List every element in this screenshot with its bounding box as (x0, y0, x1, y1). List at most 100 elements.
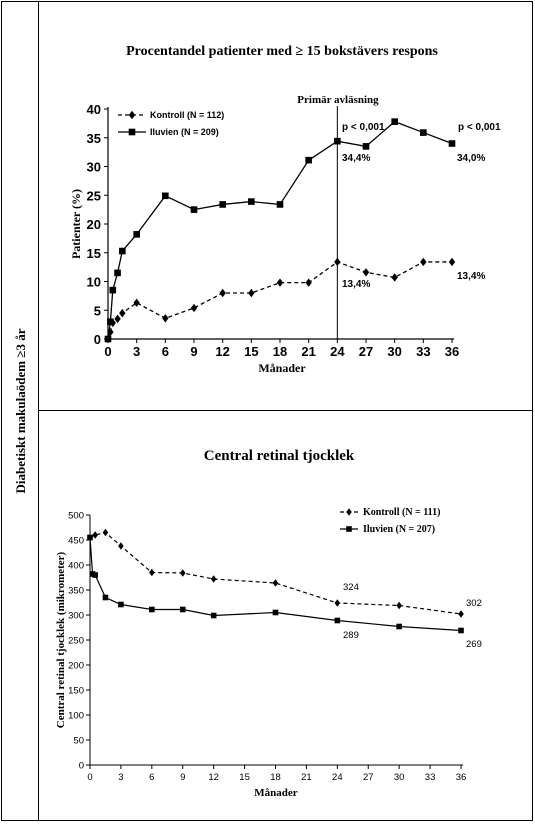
chart2-y-tick-label: 100 (68, 711, 84, 722)
chart2-data-point (149, 568, 155, 577)
chart1-data-point (162, 314, 169, 323)
chart2-y-tick-label: 50 (73, 736, 84, 747)
chart2-y-tick-label: 450 (68, 536, 84, 547)
chart1-data-point (276, 278, 284, 287)
chart1-y-tick-label: 5 (94, 303, 101, 318)
chart2-data-point (149, 606, 155, 613)
chart1-p-value-24: p < 0,001 (342, 122, 385, 133)
chart1-p-value-36: p < 0,001 (458, 122, 501, 133)
chart2-data-point (210, 612, 217, 619)
chart1-data-point (448, 257, 456, 267)
chart2-data-point (179, 606, 186, 613)
chart2-data-point (334, 617, 341, 624)
chart1-y-tick-label: 0 (94, 332, 101, 347)
chart2-y-tick-label: 400 (68, 561, 84, 572)
chart2-data-point (92, 531, 98, 539)
chart2-x-tick-label: 27 (363, 772, 374, 783)
chart1-x-tick-label: 36 (445, 344, 459, 359)
chart1-x-tick-label: 27 (359, 344, 373, 359)
chart2-x-tick-label: 24 (332, 772, 343, 783)
chart1-ylabel: Patienter (%) (69, 189, 83, 259)
chart1-legend-marker-1 (128, 110, 136, 120)
chart1-label-kontroll-24: 13,4% (342, 279, 370, 290)
chart2-label-iluvien-24: 289 (343, 630, 359, 641)
chart2-y-tick-label: 500 (68, 511, 84, 522)
chart2-data-point (458, 610, 464, 618)
chart1-y-tick-label: 15 (87, 246, 101, 261)
chart1-data-point (305, 278, 312, 287)
chart2-label-kontroll-24: 324 (343, 582, 359, 593)
chart1-label-iluvien-36: 34,0% (457, 153, 485, 164)
chart2-data-point (396, 601, 402, 610)
chart2-title: Central retinal tjocklek (204, 448, 355, 464)
chart2-y-tick-label: 200 (68, 661, 84, 672)
chart2-legend-label-2: Iluvien (N = 207) (363, 524, 435, 535)
chart1-data-point (391, 118, 398, 125)
chart1-data-point (219, 288, 226, 298)
chart1-x-tick-label: 30 (387, 344, 401, 359)
side-column: Diabetiskt makulaödem ≥3 år (1, 1, 39, 821)
chart1-data-point (114, 269, 121, 277)
chart2-y-tick-label: 300 (68, 611, 84, 622)
chart1-data-point (104, 335, 112, 343)
chart1-data-point (109, 286, 117, 294)
chart2-label-iluvien-36: 269 (466, 639, 482, 650)
chart1-data-point (420, 129, 427, 136)
chart1-x-tick-label: 9 (190, 344, 197, 359)
chart1-data-point (119, 247, 126, 255)
chart2-data-point (179, 569, 186, 577)
chart1-legend-marker-2 (128, 128, 136, 136)
chart2-data-point (210, 575, 217, 583)
chart1-x-tick-label: 21 (301, 344, 315, 359)
chart1-data-point (362, 268, 370, 277)
chart2-data-point (102, 594, 109, 601)
chart2-data-point (87, 534, 93, 541)
chart2-data-point (396, 623, 402, 630)
chart2-x-tick-label: 30 (394, 772, 405, 783)
chart1-x-tick-label: 12 (215, 344, 229, 359)
chart1-label-iluvien-24: 34,4% (342, 153, 370, 164)
chart2-x-tick-label: 33 (425, 772, 436, 783)
chart2-legend-marker-1 (346, 508, 352, 516)
chart1-data-point (190, 303, 198, 313)
chart2-y-tick-label: 250 (68, 636, 84, 647)
chart1-legend-label-1: Kontroll (N = 112) (150, 110, 224, 120)
chart1-data-point (114, 314, 121, 324)
chart1-series-line-1 (107, 261, 452, 340)
chart1-title: Procentandel patienter med ≥ 15 bokstäve… (126, 44, 438, 59)
chart2-ylabel: Central retinal tjocklek (mikrometer) (55, 551, 67, 728)
chart2-x-tick-label: 6 (149, 772, 154, 783)
chart1-data-point (276, 201, 284, 208)
chart1-legend-label-2: Iluvien (N = 209) (150, 127, 219, 137)
chart2-label-kontroll-36: 302 (466, 598, 482, 609)
chart2-x-tick-label: 9 (180, 772, 185, 783)
chart2-y-tick-label: 350 (68, 586, 84, 597)
chart1-x-tick-label: 33 (416, 344, 430, 359)
chart1-data-point (219, 201, 226, 208)
chart2-data-point (118, 601, 124, 608)
chart2-data-point (92, 572, 98, 578)
chart2-x-tick-label: 12 (208, 772, 219, 783)
chart1-x-tick-label: 15 (244, 344, 258, 359)
chart2-x-tick-label: 21 (301, 772, 312, 783)
chart1-data-point (162, 192, 169, 200)
chart1-data-point (133, 298, 140, 307)
chart2-y-tick-label: 0 (79, 761, 84, 772)
chart1-x-tick-label: 18 (273, 344, 287, 359)
chart1-data-point (305, 156, 312, 164)
chart1-data-point (190, 206, 198, 213)
chart2-x-tick-label: 15 (239, 772, 250, 783)
chart1-y-tick-label: 10 (87, 275, 101, 290)
chart2-data-point (272, 609, 279, 616)
panel-divider (39, 410, 533, 411)
chart2-xlabel: Månader (254, 787, 298, 799)
chart1-data-point (107, 318, 114, 326)
chart2-data-point (458, 627, 464, 634)
chart1-y-tick-label: 20 (87, 217, 101, 232)
chart1-x-tick-label: 3 (133, 344, 140, 359)
chart1-label-kontroll-36: 13,4% (457, 271, 485, 282)
chart2-data-point (272, 579, 279, 587)
chart2-x-tick-label: 3 (118, 772, 123, 783)
